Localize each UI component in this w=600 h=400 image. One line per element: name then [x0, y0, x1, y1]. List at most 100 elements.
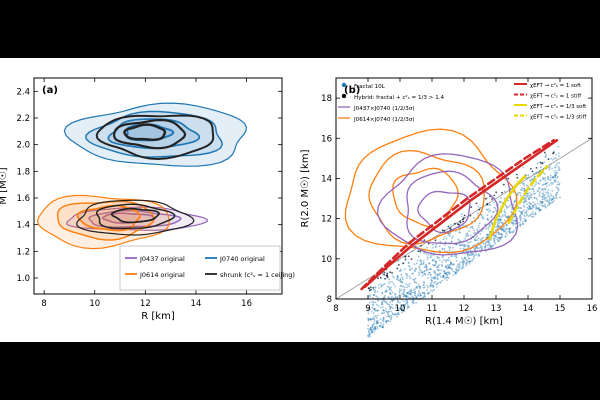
scatter-point	[447, 245, 450, 248]
scatter-point	[495, 233, 497, 236]
scatter-point	[427, 273, 429, 276]
series-2	[63, 102, 248, 167]
scatter-point	[523, 197, 526, 200]
scatter-point	[380, 285, 383, 288]
scatter-point	[514, 200, 516, 202]
scatter-point	[418, 265, 420, 268]
scatter-point	[412, 291, 415, 294]
scatter-point	[414, 269, 416, 272]
scatter-point	[498, 233, 500, 235]
scatter-point	[387, 314, 390, 316]
scatter-point	[514, 219, 517, 222]
scatter-point	[377, 296, 379, 299]
scatter-point	[419, 250, 422, 253]
scatter-point	[463, 245, 466, 247]
scatter-point	[519, 218, 522, 221]
scatter-point	[551, 176, 553, 179]
scatter-point	[433, 277, 435, 280]
scatter-point	[474, 239, 476, 242]
scatter-point	[503, 230, 505, 233]
scatter-point	[463, 214, 466, 217]
scatter-point	[397, 313, 399, 315]
scatter-point	[397, 264, 400, 266]
scatter-point	[389, 293, 392, 295]
scatter-point	[382, 301, 384, 303]
scatter-point	[419, 294, 422, 297]
scatter-point	[395, 304, 398, 307]
scatter-point	[556, 191, 559, 194]
scatter-point	[544, 179, 547, 182]
scatter-point	[408, 285, 410, 288]
scatter-point	[415, 296, 418, 299]
scatter-point	[526, 194, 529, 197]
scatter-points	[367, 145, 561, 338]
scatter-point	[546, 205, 549, 207]
scatter-point	[386, 290, 388, 293]
scatter-point	[419, 287, 421, 290]
scatter-point	[465, 261, 468, 264]
scatter-point	[416, 285, 418, 288]
scatter-point	[404, 268, 406, 271]
scatter-point	[373, 315, 376, 318]
scatter-point	[398, 313, 401, 316]
scatter-point	[413, 281, 416, 284]
scatter-point	[523, 187, 525, 190]
scatter-point	[477, 205, 480, 208]
scatter-point	[430, 283, 432, 285]
scatter-point	[394, 295, 397, 298]
scatter-point	[505, 216, 508, 219]
scatter-point	[407, 262, 410, 264]
scatter-point	[368, 333, 371, 336]
scatter-point	[539, 179, 542, 182]
scatter-point	[499, 219, 502, 221]
scatter-point	[528, 207, 531, 210]
scatter-point	[376, 310, 379, 312]
scatter-point	[466, 260, 468, 262]
scatter-point	[403, 288, 406, 291]
scatter-point	[427, 242, 430, 245]
scatter-point	[396, 278, 399, 281]
scatter-point	[541, 204, 544, 207]
scatter-point	[555, 197, 558, 199]
scatter-point	[532, 206, 535, 208]
scatter-point	[381, 303, 384, 306]
scatter-point	[441, 265, 443, 268]
scatter-point	[499, 218, 502, 221]
scatter-point	[539, 200, 542, 203]
scatter-point	[444, 266, 447, 269]
scatter-point	[475, 202, 478, 205]
scatter-point	[492, 211, 495, 214]
scatter-point	[371, 300, 373, 303]
scatter-point	[541, 162, 543, 165]
y-axis-label: M [M☉]	[0, 167, 9, 204]
curve-line	[363, 139, 559, 289]
scatter-point	[496, 225, 499, 228]
scatter-point	[383, 273, 385, 276]
scatter-point	[540, 202, 543, 205]
scatter-point	[555, 192, 558, 195]
scatter-point	[493, 235, 496, 238]
scatter-point	[457, 238, 460, 241]
scatter-point	[503, 230, 506, 233]
scatter-point	[378, 287, 380, 289]
scatter-point	[369, 286, 372, 289]
scatter-point	[536, 207, 538, 210]
curve-line	[488, 175, 527, 240]
scatter-point	[532, 188, 535, 191]
scatter-point	[474, 239, 477, 242]
scatter-point	[542, 178, 544, 180]
y-tick-label: 16	[321, 134, 332, 144]
scatter-point	[376, 326, 379, 328]
scatter-point	[376, 290, 379, 293]
scatter-point	[436, 268, 439, 271]
scatter-point	[533, 197, 536, 200]
scatter-point	[515, 226, 517, 229]
scatter-point	[386, 273, 388, 275]
scatter-point	[414, 267, 417, 270]
scatter-point	[436, 275, 439, 278]
scatter-point	[532, 213, 535, 216]
scatter-point	[479, 206, 482, 209]
scatter-point	[402, 304, 405, 307]
scatter-point	[494, 229, 497, 232]
scatter-point	[537, 182, 540, 185]
